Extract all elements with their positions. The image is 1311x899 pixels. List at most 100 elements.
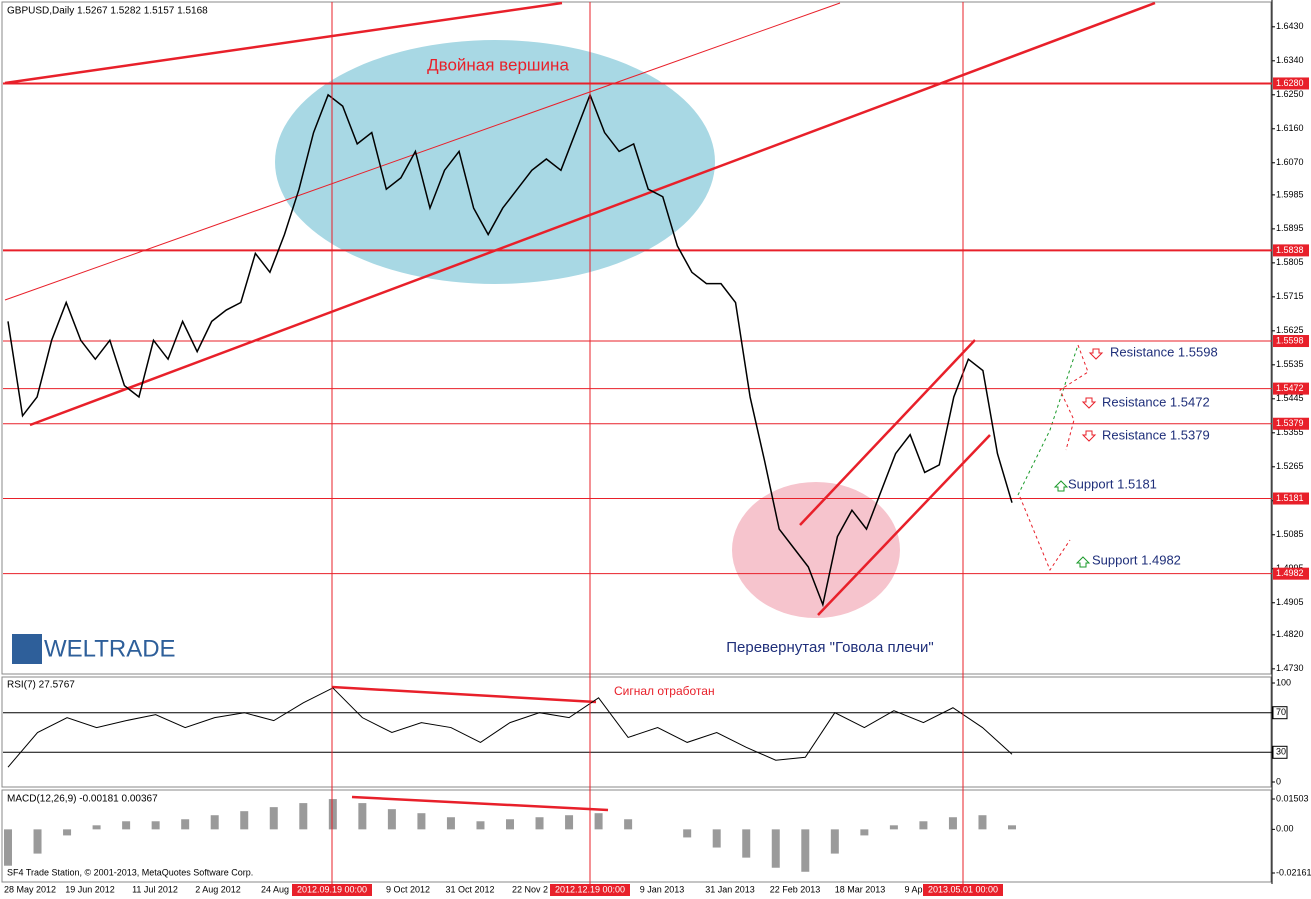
- y-tick-label: 1.5805: [1276, 257, 1304, 267]
- up-arrow: [1075, 556, 1091, 568]
- projection-up: [1017, 344, 1079, 496]
- histogram-bar: [210, 815, 219, 830]
- down-arrow: [1088, 348, 1104, 360]
- histogram-bar: [624, 819, 633, 830]
- histogram-bar: [240, 811, 249, 830]
- histogram-bar: [92, 825, 101, 830]
- projection-down: [1059, 344, 1089, 451]
- histogram-bar: [476, 821, 485, 830]
- up-arrow: [1053, 480, 1069, 492]
- down-arrow: [1081, 430, 1097, 442]
- histogram-bar: [181, 819, 190, 830]
- y-tick-label: 1.5715: [1276, 291, 1304, 301]
- divergence-line: [351, 795, 609, 812]
- marker-label: 2013.05.01 00:00: [928, 884, 998, 894]
- x-tick-label: 31 Oct 2012: [445, 884, 494, 894]
- level-label: 1.5472: [1276, 383, 1304, 393]
- price-panel: [1, 1, 1272, 675]
- copyright: SF4 Trade Station, © 2001-2013, MetaQuot…: [7, 867, 253, 877]
- rsi-panel: [1, 676, 1272, 788]
- channel-line: [817, 434, 991, 616]
- channel-line: [4, 1, 563, 85]
- histogram-bar: [4, 829, 12, 866]
- level-label-box: [1273, 492, 1309, 505]
- level-label-box: [1273, 77, 1309, 90]
- histogram-bar: [889, 825, 898, 830]
- y-tick-label: 0.00: [1276, 824, 1294, 834]
- y-tick-label: 1.5355: [1276, 427, 1304, 437]
- panel-title: RSI(7) 27.5767: [7, 680, 75, 691]
- histogram-bar: [1008, 825, 1016, 830]
- x-tick-label: 11 Jul 2012: [132, 884, 178, 894]
- level-label-box: [1273, 244, 1309, 257]
- y-tick-label: 1.5985: [1276, 189, 1304, 199]
- y-tick-label: 1.6430: [1276, 21, 1304, 31]
- x-tick-label: 22 Feb 2013: [770, 884, 821, 894]
- price-line: [7, 687, 1013, 768]
- histogram-bar: [683, 829, 692, 838]
- y-tick-label: 1.5625: [1276, 325, 1304, 335]
- level-label: 1.4982: [1276, 568, 1304, 578]
- histogram-bar: [358, 803, 367, 830]
- y-tick-label: 1.5895: [1276, 223, 1304, 233]
- marker-label: 2012.09.19 00:00: [297, 884, 367, 894]
- chart-header: GBPUSD,Daily 1.5267 1.5282 1.5157 1.5168: [7, 6, 208, 17]
- x-tick-label: 19 Jun 2012: [65, 884, 115, 894]
- y-tick-label: 1.6070: [1276, 157, 1304, 167]
- histogram-bar: [771, 829, 780, 868]
- price-line: [7, 92, 1013, 608]
- level-label: 1.5838: [1276, 245, 1304, 255]
- down-arrow: [1081, 397, 1097, 409]
- y-tick-label: 1.6160: [1276, 123, 1304, 133]
- x-tick-label: 9 Oct 2012: [386, 884, 430, 894]
- level-label: 1.5181: [1276, 493, 1304, 503]
- projection-down: [1019, 496, 1071, 572]
- double-top-zone: [275, 40, 715, 284]
- x-tick-label: 9 Jan 2013: [640, 884, 685, 894]
- histogram-bar: [535, 817, 544, 830]
- logo-text: WELTRADE: [44, 635, 176, 662]
- y-tick-label: 30: [1276, 747, 1286, 757]
- logo-mark: [12, 634, 42, 664]
- histogram-bar: [299, 803, 308, 830]
- level-label: 1.5598: [1276, 335, 1304, 345]
- histogram-bar: [151, 821, 160, 830]
- y-tick-label: 1.4730: [1276, 663, 1304, 673]
- x-tick-label: 9 Apr: [904, 884, 925, 894]
- histogram-bar: [417, 813, 426, 830]
- histogram-bar: [712, 829, 721, 848]
- y-tick-label: 1.5535: [1276, 359, 1304, 369]
- histogram-bar: [594, 813, 603, 830]
- marker-box: [923, 884, 1003, 896]
- y-tick-label: 0: [1276, 776, 1281, 786]
- y-tick-label: 70: [1276, 707, 1286, 717]
- histogram-bar: [860, 829, 869, 836]
- annotation: Resistance 1.5379: [1102, 427, 1210, 442]
- annotation: Сигнал отработан: [614, 684, 715, 698]
- panel-title: MACD(12,26,9) -0.00181 0.00367: [7, 794, 158, 805]
- level-box: [1272, 745, 1288, 759]
- annotation: Resistance 1.5472: [1102, 394, 1210, 409]
- x-tick-label: 28 May 2012: [4, 884, 56, 894]
- annotation: Двойная вершина: [427, 55, 569, 74]
- histogram-bar: [801, 829, 810, 872]
- y-tick-label: 1.6340: [1276, 55, 1304, 65]
- channel-line: [29, 1, 1156, 427]
- macd-panel: [1, 789, 1272, 883]
- annotation: Перевернутая "Говола плечи": [726, 639, 934, 656]
- level-label-box: [1273, 335, 1309, 348]
- level-label: 1.6280: [1276, 78, 1304, 88]
- histogram-bar: [978, 815, 987, 830]
- x-tick-label: 18 Mar 2013: [835, 884, 886, 894]
- histogram-bar: [506, 819, 514, 830]
- histogram-bar: [122, 821, 131, 830]
- histogram-bar: [830, 829, 839, 854]
- y-tick-label: 1.6250: [1276, 89, 1304, 99]
- histogram-bar: [387, 809, 396, 830]
- marker-label: 2012.12.19 00:00: [555, 884, 625, 894]
- annotation: Resistance 1.5598: [1110, 344, 1218, 359]
- y-tick-label: 1.4905: [1276, 597, 1304, 607]
- y-tick-label: 1.4820: [1276, 629, 1304, 639]
- histogram-bar: [328, 799, 337, 830]
